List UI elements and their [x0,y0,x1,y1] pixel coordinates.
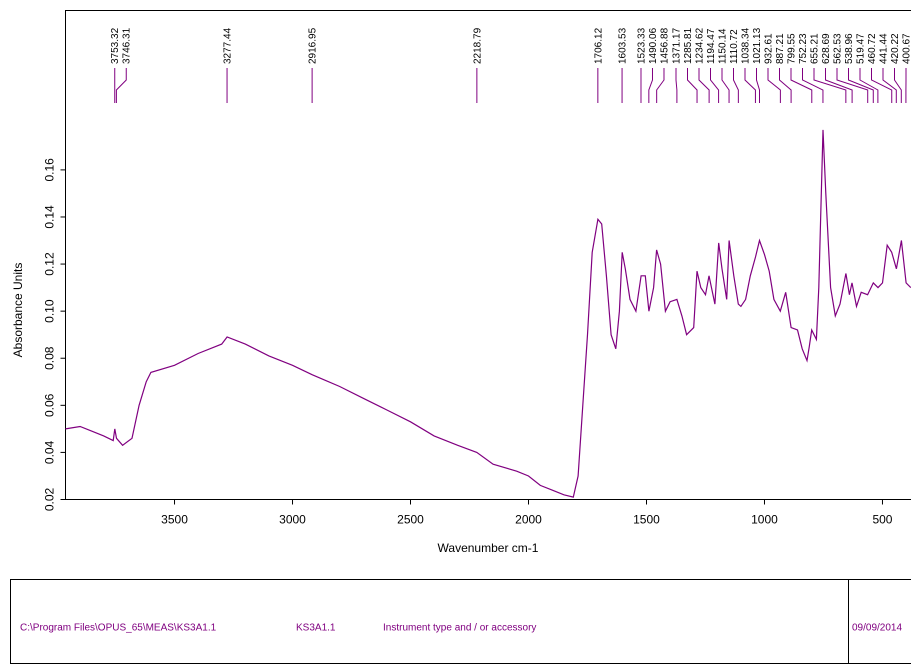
footer-instrument: Instrument type and / or accessory [383,623,536,634]
peak-label: 420.22 [890,33,901,64]
x-tick-label: 2000 [515,513,542,527]
peak-marker [882,68,897,103]
peak-label: 1603.53 [618,27,629,64]
peak-label: 1038.34 [741,27,752,64]
peak-marker [733,68,739,103]
footer: C:\Program Files\OPUS_65\MEAS\KS3A1.1 KS… [10,579,911,664]
x-tick-label: 2500 [397,513,424,527]
peak-label: 752.23 [798,33,809,64]
peak-label: 1194.47 [706,28,717,64]
peak-label: 1234.62 [695,27,706,64]
peak-marker [656,68,665,103]
peak-label: 3746.31 [122,27,133,64]
x-tick-label: 3000 [279,513,306,527]
y-tick-label: 0.10 [43,299,57,323]
peak-marker [894,68,902,103]
peak-marker [813,68,847,103]
x-tick-label: 1500 [633,513,660,527]
peak-label: 460.72 [867,33,878,64]
peak-label: 441.44 [879,33,890,64]
x-tick-label: 1000 [751,513,778,527]
peak-marker [779,68,792,103]
peak-label: 519.47 [856,33,867,64]
peak-label: 932.61 [764,33,775,64]
y-tick-label: 0.08 [43,346,57,370]
peak-marker [115,68,127,103]
peak-label: 1371.17 [672,27,683,64]
y-tick-label: 0.04 [43,440,57,464]
x-tick-label: 3500 [161,513,188,527]
y-axis-label: Absorbance Units [11,263,25,358]
peak-marker [790,68,813,103]
peak-label: 799.55 [787,33,798,64]
peak-label: 1706.12 [593,27,604,64]
peak-label: 562.53 [833,33,844,64]
peak-label: 538.96 [844,33,855,64]
footer-sample: KS3A1.1 [296,623,336,634]
peak-label: 655.21 [810,33,821,64]
peak-marker [710,68,720,103]
peak-marker [859,68,879,103]
peak-marker [698,68,710,103]
peak-marker [675,68,678,103]
peak-marker [825,68,853,103]
peak-label: 1490.06 [648,27,659,64]
peak-marker [648,68,653,103]
plot-frame [65,10,911,500]
y-tick-label: 0.12 [43,252,57,276]
y-tick-label: 0.16 [43,158,57,182]
footer-date: 09/09/2014 [852,623,902,634]
y-tick-label: 0.02 [43,487,57,511]
x-tick-label: 500 [872,513,892,527]
peak-marker [756,68,760,103]
peak-label: 400.67 [902,33,911,64]
peak-label: 1110.72 [729,29,740,64]
peak-label: 1150.14 [718,28,729,64]
peak-label: 1285.81 [683,27,694,64]
peak-marker [767,68,781,103]
peak-marker [871,68,893,103]
peak-label: 1523.33 [636,27,647,64]
peak-label: 2218.79 [472,27,483,64]
peak-label: 2916.95 [308,27,319,64]
y-tick-label: 0.14 [43,205,57,229]
peak-label: 887.21 [775,33,786,64]
peak-marker [802,68,824,103]
peak-label: 3753.32 [110,27,121,64]
footer-frame [10,579,911,664]
peak-marker [848,68,874,103]
peak-marker [836,68,869,103]
peak-marker [687,68,698,103]
spectrum-line [65,129,911,498]
peak-marker [721,68,730,103]
peak-label: 1456.88 [659,27,670,64]
y-tick-label: 0.06 [43,393,57,417]
x-axis-label: Wavenumber cm-1 [438,541,539,555]
peak-label: 1021.13 [752,27,763,64]
peak-label: 3277.44 [223,27,234,64]
peak-label: 628.69 [821,33,832,64]
peak-marker [744,68,756,103]
footer-path: C:\Program Files\OPUS_65\MEAS\KS3A1.1 [20,623,217,634]
